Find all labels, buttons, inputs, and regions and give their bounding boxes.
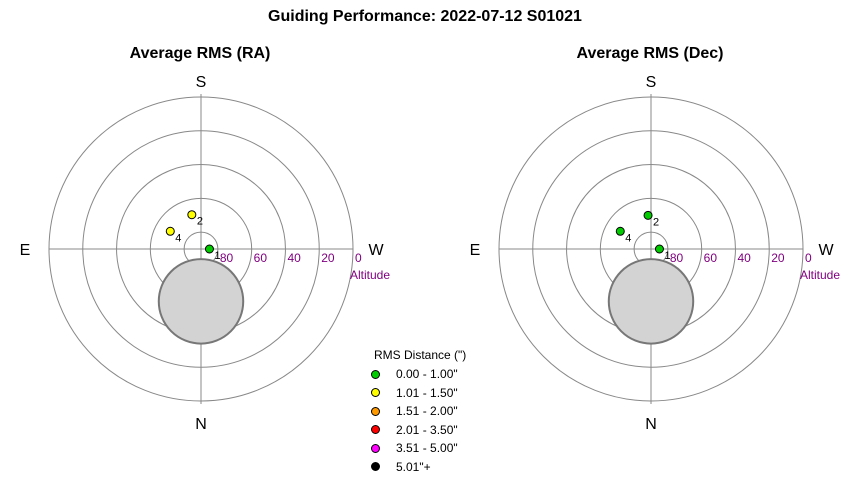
altitude-axis-label: Altitude	[350, 268, 390, 282]
compass-west: W	[368, 242, 384, 259]
altitude-tick-label: 40	[737, 251, 751, 265]
legend-item: 1.01 - 1.50"	[368, 384, 466, 403]
legend-label: 5.01"+	[396, 459, 431, 474]
altitude-tick-label: 0	[355, 251, 362, 265]
legend-label: 3.51 - 5.00"	[396, 441, 458, 456]
compass-north: N	[645, 416, 657, 433]
chart-main-title: Guiding Performance: 2022-07-12 S01021	[268, 8, 582, 25]
compass-east: E	[470, 242, 481, 259]
panel-dec-title: Average RMS (Dec)	[576, 45, 724, 62]
data-point	[654, 244, 664, 254]
legend-marker	[371, 388, 380, 398]
altitude-tick-label: 80	[670, 251, 684, 265]
altitude-tick-label: 80	[220, 251, 234, 265]
compass-south: S	[646, 74, 657, 91]
altitude-axis-label: Altitude	[800, 268, 840, 282]
data-point-label: 2	[653, 216, 659, 228]
altitude-tick-label: 20	[321, 251, 335, 265]
altitude-tick-label: 20	[771, 251, 785, 265]
legend-marker	[371, 425, 380, 435]
compass-south: S	[196, 74, 207, 91]
legend-label: 0.00 - 1.00"	[396, 367, 458, 382]
altitude-tick-label: 40	[287, 251, 301, 265]
altitude-tick-label: 0	[805, 251, 812, 265]
data-point-label: 1	[664, 250, 670, 262]
legend-marker	[371, 369, 380, 379]
data-point-label: 4	[175, 232, 181, 244]
legend-item: 3.51 - 5.00"	[368, 439, 466, 458]
data-point	[187, 210, 197, 220]
legend-label: 2.01 - 3.50"	[396, 422, 458, 437]
legend-label: 1.51 - 2.00"	[396, 404, 458, 419]
legend-item: 2.01 - 3.50"	[368, 421, 466, 440]
legend-marker	[371, 443, 380, 453]
altitude-tick-label: 60	[704, 251, 718, 265]
legend: RMS Distance (") 0.00 - 1.00" 1.01 - 1.50…	[368, 348, 466, 476]
legend-item: 1.51 - 2.00"	[368, 402, 466, 421]
legend-item: 5.01"+	[368, 458, 466, 477]
polar-grid	[498, 94, 804, 404]
altitude-tick-label: 60	[254, 251, 268, 265]
legend-label: 1.01 - 1.50"	[396, 385, 458, 400]
legend-item: 0.00 - 1.00"	[368, 365, 466, 384]
compass-east: E	[20, 242, 31, 259]
data-point	[643, 210, 653, 220]
data-point	[615, 226, 625, 236]
panel-ra-title: Average RMS (RA)	[129, 45, 271, 62]
data-point-label: 2	[197, 216, 203, 228]
data-point	[165, 226, 175, 236]
compass-north: N	[195, 416, 207, 433]
data-point	[204, 244, 214, 254]
legend-marker	[371, 462, 380, 472]
obstruction-disc	[607, 258, 695, 345]
compass-west: W	[818, 242, 834, 259]
legend-marker	[371, 406, 380, 416]
obstruction-disc	[157, 258, 245, 345]
legend-title: RMS Distance (")	[374, 348, 467, 362]
data-point-label: 4	[625, 232, 631, 244]
data-point-label: 1	[214, 250, 220, 262]
